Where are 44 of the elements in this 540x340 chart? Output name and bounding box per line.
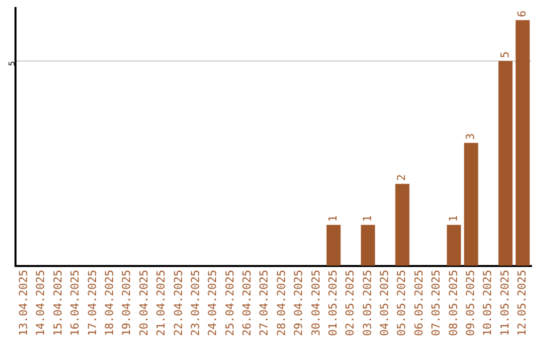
x-tick-label: 28.04.2025 [274, 270, 288, 336]
x-tick-label: 15.04.2025 [51, 270, 64, 336]
x-tick-label: 30.04.2025 [309, 270, 322, 336]
x-tick-label: 08.05.2025 [446, 270, 460, 336]
x-tick-label: 29.04.2025 [292, 270, 306, 336]
x-tick-label: 27.04.2025 [258, 270, 271, 336]
x-tick-label: 07.05.2025 [430, 270, 443, 336]
x-tick-label: 10.05.2025 [481, 270, 494, 336]
x-tick-label: 12.05.2025 [516, 270, 529, 336]
x-tick-label: 17.04.2025 [86, 270, 99, 336]
bar [516, 20, 530, 266]
x-tick-label: 13.04.2025 [17, 270, 30, 336]
x-tick-label: 23.04.2025 [188, 270, 202, 336]
x-tick-label: 21.04.2025 [154, 270, 168, 336]
x-tick-label: 22.04.2025 [172, 270, 185, 336]
data-label: 1 [446, 215, 460, 222]
bar [326, 224, 341, 266]
x-tick-label: 14.04.2025 [34, 270, 48, 336]
x-tick-label: 03.05.2025 [360, 270, 374, 336]
data-label: 3 [464, 133, 477, 140]
x-tick-label: 11.05.2025 [498, 270, 512, 336]
bar [446, 224, 461, 266]
bar [360, 224, 376, 266]
data-label: 1 [360, 215, 374, 222]
data-label: 1 [326, 215, 340, 222]
x-tick-label: 19.04.2025 [120, 270, 134, 336]
x-tick-label: 02.05.2025 [344, 270, 357, 336]
data-label: 6 [516, 10, 529, 18]
x-tick-label: 05.05.2025 [395, 270, 408, 336]
bar [498, 61, 513, 266]
x-tick-label: 04.05.2025 [378, 270, 392, 336]
x-tick-label: 20.04.2025 [137, 270, 150, 336]
x-tick-label: 25.04.2025 [223, 270, 236, 336]
x-tick-label: 16.04.2025 [68, 270, 82, 336]
x-tick-label: 01.05.2025 [326, 270, 340, 336]
x-tick-label: 24.04.2025 [206, 270, 220, 336]
x-tick-label: 06.05.2025 [412, 270, 426, 336]
x-tick-label: 26.04.2025 [240, 270, 254, 336]
bar [395, 184, 410, 266]
x-tick-label: 18.04.2025 [102, 270, 116, 336]
x-tick-label: 09.05.2025 [464, 270, 477, 336]
bar [464, 142, 478, 266]
data-label: 5 [498, 51, 512, 58]
data-label: 2 [395, 174, 408, 181]
